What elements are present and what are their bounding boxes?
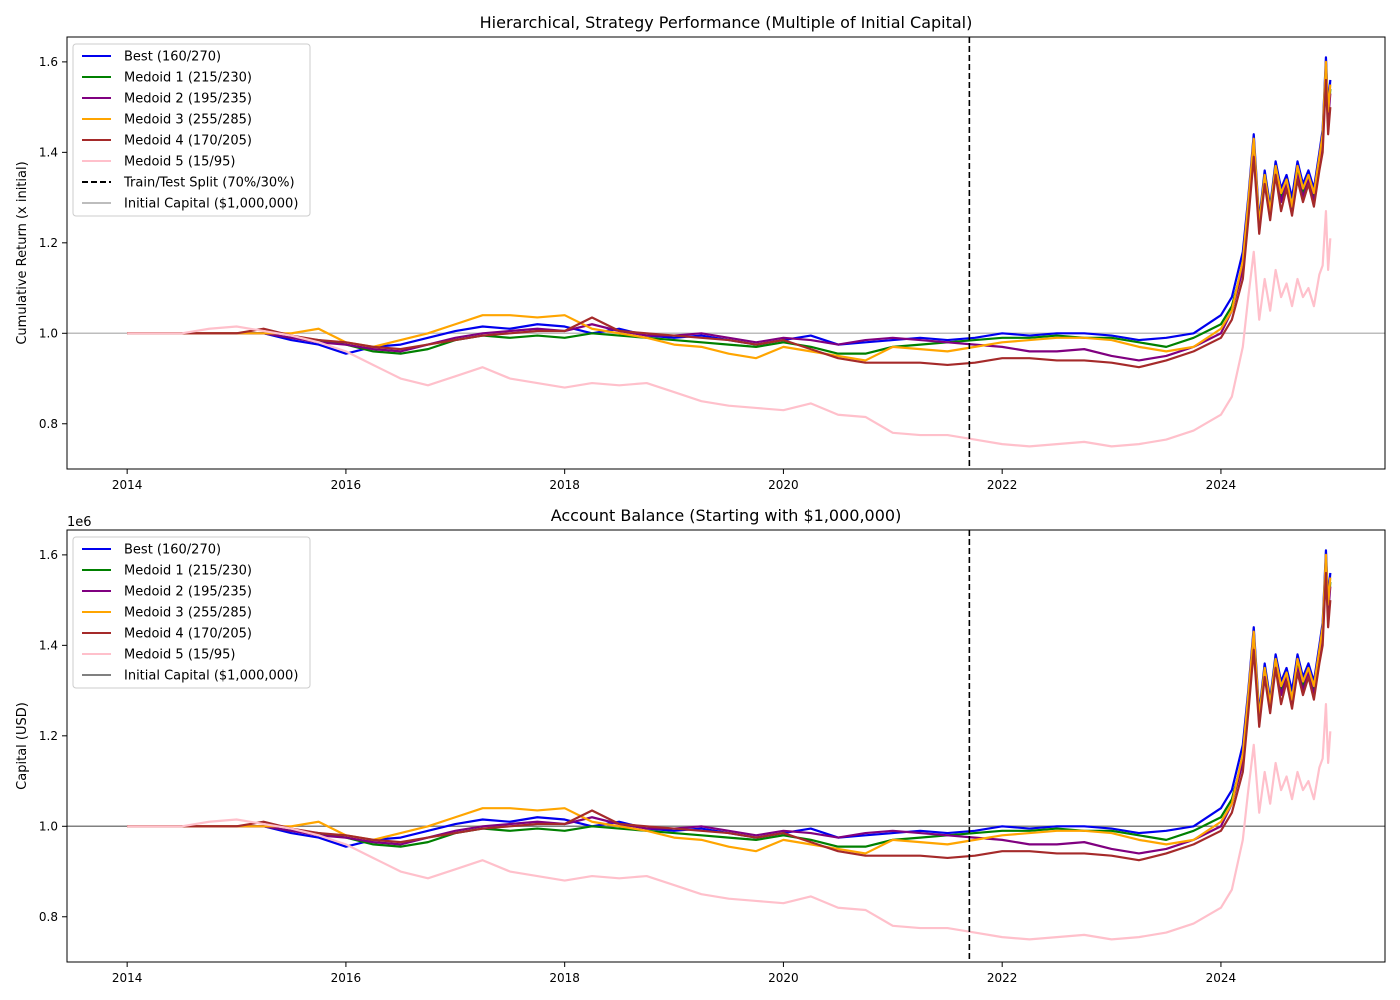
y-tick-label: 1.0 — [39, 819, 58, 833]
y-tick-label: 1.2 — [39, 729, 58, 743]
performance-chart: Hierarchical, Strategy Performance (Mult… — [15, 13, 1386, 492]
series-line-3 — [127, 553, 1332, 855]
x-tick-label: 2022 — [987, 971, 1018, 985]
legend-entry-series-0-label: Best (160/270) — [124, 50, 221, 65]
legend-entry-split-label: Train/Test Split (70%/30%) — [123, 176, 295, 191]
legend-entry-series-3-label: Medoid 3 (255/285) — [124, 113, 252, 128]
legend-entry-series-2-label: Medoid 2 (195/235) — [124, 92, 252, 107]
y-tick-label: 1.4 — [39, 638, 58, 652]
y-tick-label: 0.8 — [39, 910, 58, 924]
series-line-4 — [127, 78, 1332, 369]
legend-entry-series-2-label: Medoid 2 (195/235) — [124, 585, 252, 600]
legend-entry-series-1-label: Medoid 1 (215/230) — [124, 71, 252, 86]
y-tick-label: 1.6 — [39, 55, 58, 69]
x-tick-label: 2018 — [549, 971, 580, 985]
x-tick-label: 2022 — [987, 478, 1018, 492]
legend-entry-series-5-label: Medoid 5 (15/95) — [124, 648, 235, 663]
chart-title: Account Balance (Starting with $1,000,00… — [551, 506, 902, 525]
legend: Best (160/270) Medoid 1 (215/230) Medoid 2… — [72, 43, 311, 217]
plot-area — [67, 530, 1385, 962]
plot-frame — [66, 529, 1386, 963]
y-tick-label: 1.4 — [39, 145, 58, 159]
account-balance-chart: Account Balance (Starting with $1,000,00… — [15, 506, 1386, 985]
x-tick-label: 2020 — [768, 478, 799, 492]
y-axis-label: Cumulative Return (x initial) — [15, 161, 30, 344]
x-tick-label: 2024 — [1206, 971, 1237, 985]
series-line-0 — [127, 56, 1332, 355]
y-axis-label: Capital (USD) — [15, 702, 30, 790]
series-line-4 — [127, 571, 1332, 862]
legend-entry-series-5-label: Medoid 5 (15/95) — [124, 155, 235, 170]
legend-entry-series-3-label: Medoid 3 (255/285) — [124, 606, 252, 621]
y-axis-offset-label: 1e6 — [67, 515, 92, 530]
legend-entry-series-1-label: Medoid 1 (215/230) — [124, 564, 252, 579]
plot-frame — [66, 36, 1386, 470]
y-tick-label: 1.6 — [39, 548, 58, 562]
chart-title: Hierarchical, Strategy Performance (Mult… — [480, 13, 973, 32]
series-line-5 — [127, 703, 1332, 941]
y-tick-label: 1.0 — [39, 326, 58, 340]
x-tick-label: 2014 — [112, 478, 143, 492]
y-tick-label: 1.2 — [39, 236, 58, 250]
x-tick-label: 2020 — [768, 971, 799, 985]
legend-entry-initial-capital-label: Initial Capital ($1,000,000) — [124, 197, 298, 212]
x-tick-label: 2018 — [549, 478, 580, 492]
legend-entry-series-4-label: Medoid 4 (170/205) — [124, 627, 252, 642]
x-tick-label: 2016 — [331, 971, 362, 985]
legend-box — [72, 536, 311, 689]
y-tick-label: 0.8 — [39, 417, 58, 431]
legend-box — [72, 43, 311, 217]
x-tick-label: 2016 — [331, 478, 362, 492]
series-line-0 — [127, 549, 1332, 848]
x-tick-label: 2024 — [1206, 478, 1237, 492]
series-line-3 — [127, 60, 1332, 362]
legend-entry-series-4-label: Medoid 4 (170/205) — [124, 134, 252, 149]
x-tick-label: 2014 — [112, 971, 143, 985]
series-line-5 — [127, 210, 1332, 448]
legend: Best (160/270) Medoid 1 (215/230) Medoid 2… — [72, 536, 311, 689]
legend-entry-series-0-label: Best (160/270) — [124, 543, 221, 558]
plot-area — [67, 37, 1385, 469]
legend-entry-initial-capital-label: Initial Capital ($1,000,000) — [124, 669, 298, 684]
